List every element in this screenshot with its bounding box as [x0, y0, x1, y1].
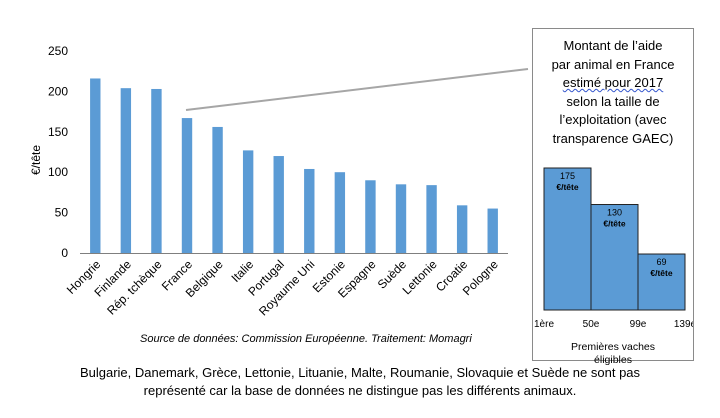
inset-title-line: transparence GAEC) — [552, 130, 674, 146]
inset-tick-label: 1ère — [534, 319, 554, 330]
inset-panel: Montant de l’aide par animal en France e… — [532, 28, 694, 366]
footnote-line: Bulgarie, Danemark, Grèce, Lettonie, Lit… — [79, 365, 641, 380]
inset-bar — [543, 167, 592, 311]
footnote: Bulgarie, Danemark, Grèce, Lettonie, Lit… — [0, 364, 720, 400]
callout-line — [185, 68, 529, 111]
inset-bar-unit: €/tête — [650, 268, 672, 278]
bar — [395, 184, 407, 253]
inset-bar — [637, 253, 686, 311]
inset-x-axis-label-line: éligibles — [594, 354, 632, 366]
y-tick-label: 150 — [48, 125, 68, 139]
inset-tick-label: 139e — [674, 319, 693, 330]
y-tick-label: 50 — [55, 206, 69, 220]
bar — [181, 118, 193, 254]
bar — [273, 156, 284, 253]
inset-bar — [590, 204, 639, 311]
inset-bar-unit: €/tête — [603, 219, 625, 229]
inset-bar-value: 175 — [560, 171, 575, 181]
y-axis-ticks: 0 50 100 150 200 250 — [48, 44, 68, 260]
y-tick-label: 0 — [61, 246, 68, 260]
y-tick-label: 100 — [48, 165, 68, 179]
bar — [334, 172, 346, 253]
bar — [151, 88, 162, 253]
inset-x-axis-label: Premières vaches éligibles — [533, 341, 693, 367]
inset-title-line: selon la taille de — [566, 93, 660, 109]
inset-bar-unit: €/tête — [556, 182, 578, 192]
bar — [304, 168, 315, 253]
y-axis-label: €/tête — [29, 145, 43, 175]
footnote-line: représenté car la base de données ne dis… — [143, 383, 577, 398]
bar — [456, 205, 468, 253]
y-tick-label: 200 — [48, 84, 68, 98]
inset-title-line: estimé pour 2017 — [533, 74, 693, 93]
source-note: Source de données: Commission Européenne… — [140, 333, 472, 345]
inset-tick-label: 50e — [583, 319, 600, 330]
inset-title-line: l’exploitation (avec — [559, 112, 667, 127]
inset-title: Montant de l’aide par animal en France e… — [533, 37, 693, 148]
inset-bar-value: 130 — [607, 208, 622, 218]
bar — [90, 78, 101, 253]
bar — [212, 126, 223, 253]
inset-tick-label: 99e — [630, 319, 647, 330]
bar — [120, 88, 132, 253]
inset-x-axis-label-line: Premières vaches — [570, 341, 656, 353]
y-tick-label: 250 — [48, 44, 68, 58]
bar — [426, 185, 437, 253]
bars — [90, 78, 498, 254]
bar — [487, 208, 498, 253]
inset-title-line: par animal en France — [551, 56, 675, 72]
bar — [242, 150, 254, 253]
x-tick-label: Lettonie — [400, 257, 440, 297]
inset-tick-labels: 1ère 50e 99e 139e — [534, 319, 693, 330]
bar — [365, 180, 376, 253]
inset-title-line: Montant de l’aide — [563, 38, 663, 53]
inset-bar-value: 69 — [656, 257, 666, 267]
inset-title-line-text: estimé pour 2017 — [562, 75, 664, 90]
